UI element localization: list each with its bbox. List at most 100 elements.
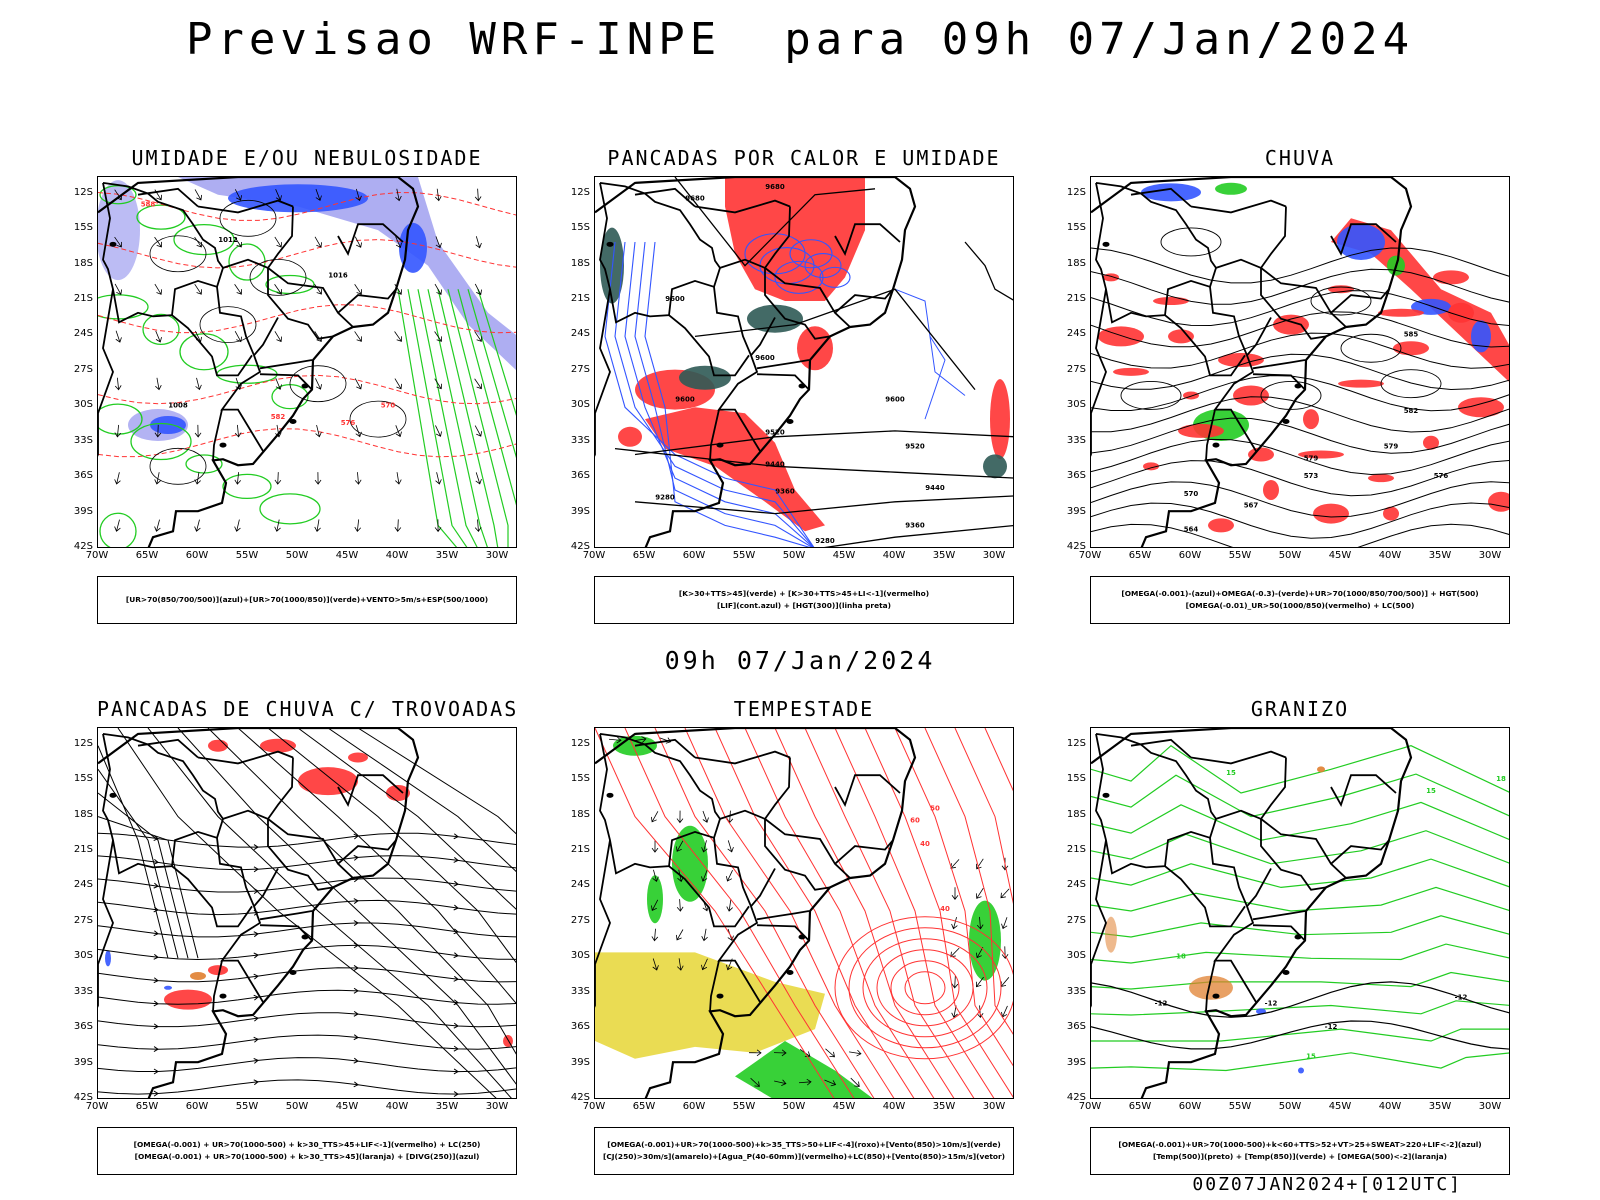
latitude-tick-label: 27S [73, 363, 93, 375]
country-border [834, 839, 894, 865]
latitude-tick-label: 30S [570, 950, 590, 962]
latitude-tick-label: 33S [570, 434, 590, 446]
panel-legend: [UR>70(850/700/500)](azul)+[UR>70(1000/8… [97, 576, 517, 624]
low-humidity-contour [407, 289, 468, 547]
lake-marker [109, 792, 117, 798]
wind-vector [274, 236, 283, 248]
wind-vector [750, 1077, 760, 1087]
country-border [668, 865, 750, 928]
wind-arrow [453, 999, 459, 1006]
lake-marker [716, 993, 724, 999]
streamline [1120, 381, 1182, 410]
lifted-index-contour [894, 288, 966, 396]
wind-arrow [153, 1023, 159, 1030]
wind-vector [315, 188, 322, 201]
wind-vector [773, 1049, 787, 1057]
contour-label: 579 [1304, 454, 1319, 462]
panel-title: PANCADAS DE CHUVA C/ TROVOADAS [97, 697, 519, 721]
contour-label: 9680 [765, 183, 785, 191]
country-border [763, 757, 851, 879]
longitude-tick-label: 40W [1378, 550, 1402, 561]
low-humidity-contour [222, 473, 272, 500]
wind-vector [652, 958, 659, 971]
latitude-tick-label: 12S [73, 737, 93, 749]
wind-vector [194, 519, 201, 532]
latitude-tick-label: 39S [73, 1056, 93, 1068]
latitude-tick-label: 12S [1066, 737, 1086, 749]
lake-marker [1282, 418, 1290, 424]
map-frame [97, 727, 517, 1099]
wind-vector [474, 519, 482, 533]
country-border [595, 840, 611, 1008]
omega500-fill [1317, 766, 1325, 773]
wind-arrow [353, 854, 359, 861]
country-border [599, 182, 715, 324]
rain-fill [1488, 491, 1509, 512]
panel-title: TEMPESTADE [733, 697, 875, 721]
pressure-contour [219, 199, 277, 237]
latitude-tick-label: 27S [73, 914, 93, 926]
map-canvas: -12 -12 -12 -12 15 15 15 18 18 [1091, 728, 1509, 1098]
rain-fill [1368, 474, 1394, 483]
streamline-850 [894, 728, 1013, 1067]
streamline-850 [954, 728, 1013, 904]
longitude-tick-label: 65W [1128, 550, 1152, 561]
streamline-850 [834, 728, 995, 1098]
map-frame: -12 -12 -12 -12 15 15 15 18 18 [1090, 727, 1510, 1099]
latitude-tick-label: 18S [73, 257, 93, 269]
country-border [1246, 317, 1272, 356]
wind-arrow [353, 1057, 359, 1064]
wind-vector [354, 236, 362, 248]
longitude-tick-label: 30W [485, 550, 509, 561]
pressure-contour [249, 258, 307, 296]
low-humidity-contour [437, 289, 499, 547]
longitude-tick-label: 45W [1328, 1101, 1352, 1112]
wind-vector [475, 236, 482, 249]
streamline [1160, 227, 1222, 257]
country-border [102, 182, 218, 324]
contour-label: -12 [1325, 1023, 1338, 1031]
instability-fill [797, 326, 833, 371]
wind-vector [395, 188, 402, 202]
longitude-tick-label: 55W [1228, 1101, 1252, 1112]
streamline-850 [714, 728, 915, 1098]
wind-vector [194, 236, 203, 248]
hgt300-contour [634, 430, 1013, 456]
low-humidity-contour [136, 204, 186, 230]
wind-vector [154, 236, 163, 248]
country-border [1190, 199, 1287, 214]
wind-vector [434, 331, 443, 342]
streamline [177, 728, 516, 1085]
latitude-tick-label: 12S [570, 737, 590, 749]
hgt300-contour [824, 524, 1013, 547]
rain-fill [1263, 479, 1279, 500]
rain-fill [1248, 447, 1274, 462]
latitude-tick-label: 18S [570, 808, 590, 820]
lake-marker [1102, 792, 1110, 798]
wind-vector [155, 377, 162, 391]
contour-label: 9600 [665, 295, 685, 303]
country-border [1215, 258, 1262, 269]
temp500-contour [1091, 981, 1509, 1018]
latitude-tick-label: 12S [570, 186, 590, 198]
longitude-tick-label: 45W [335, 550, 359, 561]
latitude-tick-label: 33S [1066, 985, 1086, 997]
panel-legend: [K>30+TTS>45](verde) + [K>30+TTS>45+LI<-… [594, 576, 1014, 624]
low-humidity-contour [173, 223, 235, 256]
lake-marker [798, 383, 806, 389]
omega500-fill [1189, 975, 1233, 1000]
wind-arrow [253, 973, 259, 980]
country-border [337, 774, 404, 808]
longitude-tick-label: 55W [1228, 550, 1252, 561]
latitude-tick-label: 42S [570, 541, 590, 552]
country-border [197, 199, 294, 214]
country-border [1252, 910, 1306, 921]
wind-vector [234, 284, 243, 295]
latitude-tick-label: 42S [1066, 541, 1086, 552]
contour-label: 570 [1184, 490, 1199, 498]
country-border [1130, 738, 1192, 759]
country-border [222, 809, 269, 820]
thunderstorm-fill [208, 965, 228, 976]
country-border [709, 409, 720, 461]
streamline-850 [624, 728, 855, 1098]
